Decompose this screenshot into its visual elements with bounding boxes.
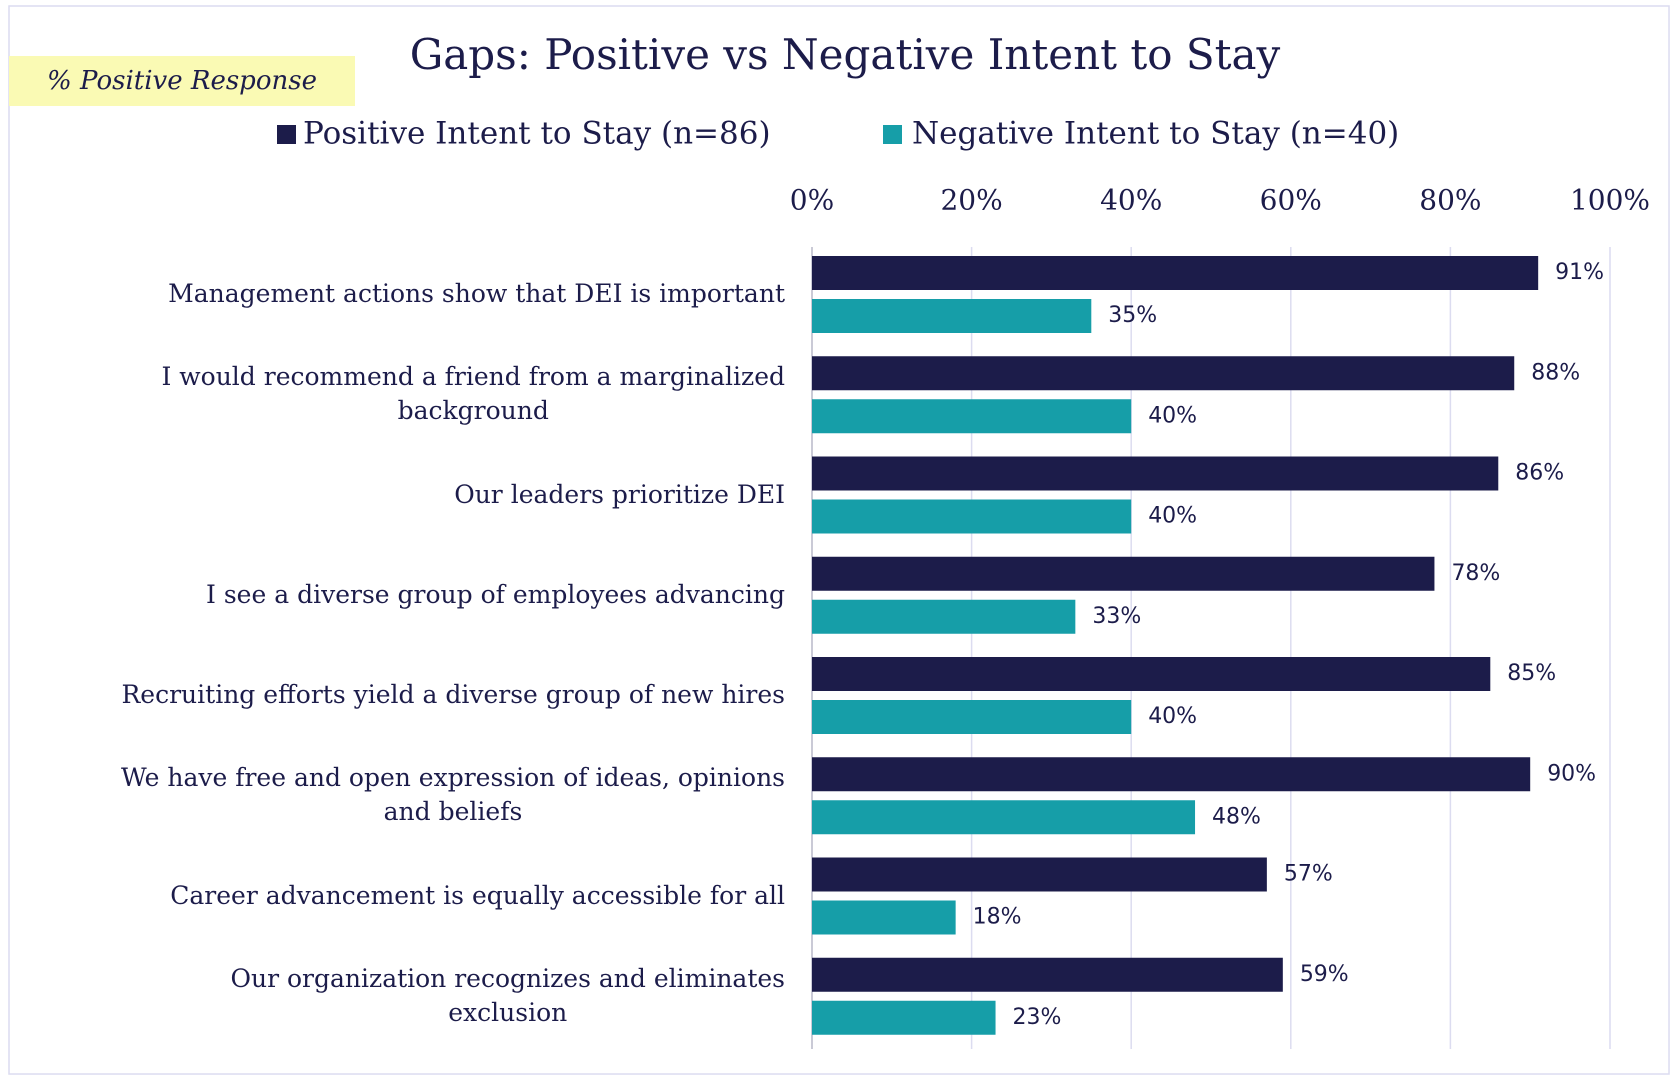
bar	[812, 399, 1132, 434]
data-label: 86%	[1515, 461, 1564, 486]
category-label-box: Career advancement is equally accessible…	[170, 851, 785, 941]
bar	[812, 456, 1499, 491]
y-tick-label: Recruiting efforts yield a diverse group…	[121, 680, 785, 709]
annotation: % Positive Response	[9, 56, 355, 106]
x-tick-label: 0%	[790, 184, 834, 217]
legend-label: Negative Intent to Stay (n=40)	[912, 116, 1399, 152]
x-tick-label: 100%	[1570, 184, 1650, 217]
y-tick-label: I see a diverse group of employees advan…	[206, 579, 785, 609]
bar	[812, 857, 1267, 892]
category-label-box: Our leaders prioritize DEI	[454, 450, 785, 540]
y-tick-label: Management actions show that DEI is impo…	[168, 279, 785, 308]
bar	[812, 1000, 996, 1035]
data-label: 40%	[1148, 504, 1197, 529]
data-label: 85%	[1507, 661, 1556, 686]
category-label-box: Our organization recognizes and eliminat…	[231, 951, 785, 1041]
data-label: 18%	[973, 905, 1022, 930]
x-tick-label: 80%	[1419, 184, 1481, 217]
data-label: 88%	[1531, 360, 1580, 385]
bar	[812, 657, 1491, 691]
bar	[812, 356, 1515, 391]
data-label: 23%	[1013, 1005, 1062, 1030]
bar	[812, 757, 1531, 792]
x-tick-label: 40%	[1100, 184, 1162, 217]
bar	[812, 800, 1196, 835]
chart-frame	[8, 5, 1670, 1075]
data-label: 78%	[1451, 561, 1500, 586]
y-tick-label: Our leaders prioritize DEI	[454, 479, 785, 509]
bar	[812, 700, 1132, 734]
bar	[812, 499, 1132, 534]
legend-label: Positive Intent to Stay (n=86)	[303, 116, 771, 152]
x-tick-label: 60%	[1260, 184, 1322, 217]
data-label: 40%	[1148, 704, 1197, 729]
bar	[812, 299, 1092, 333]
data-label: 90%	[1547, 761, 1596, 786]
category-label-box: I see a diverse group of employees advan…	[206, 550, 785, 640]
data-label: 40%	[1148, 403, 1197, 428]
category-label-box: We have free and open expression of idea…	[121, 750, 785, 840]
data-label: 91%	[1555, 260, 1604, 285]
bar	[812, 556, 1435, 591]
y-tick-label: We have free and open expression of idea…	[120, 763, 785, 827]
legend-swatch	[883, 125, 902, 144]
data-label: 35%	[1108, 303, 1157, 328]
bar	[812, 900, 956, 935]
bar	[812, 256, 1539, 290]
x-tick-label: 20%	[940, 184, 1002, 217]
y-tick-label: I would recommend a friend from a margin…	[161, 362, 785, 426]
category-label-box: Management actions show that DEI is impo…	[168, 249, 785, 339]
data-label: 48%	[1212, 804, 1261, 829]
legend-swatch	[277, 125, 296, 144]
y-tick-label: Our organization recognizes and eliminat…	[230, 963, 785, 1027]
chart-title: Gaps: Positive vs Negative Intent to Sta…	[410, 30, 1281, 79]
category-label-box: Recruiting efforts yield a diverse group…	[121, 650, 785, 740]
data-label: 57%	[1284, 862, 1333, 887]
data-label: 33%	[1092, 604, 1141, 629]
bar	[812, 957, 1283, 992]
bar	[812, 599, 1076, 634]
data-label: 59%	[1300, 962, 1349, 987]
y-tick-label: Career advancement is equally accessible…	[170, 880, 785, 910]
category-label-box: I would recommend a friend from a margin…	[161, 349, 785, 439]
